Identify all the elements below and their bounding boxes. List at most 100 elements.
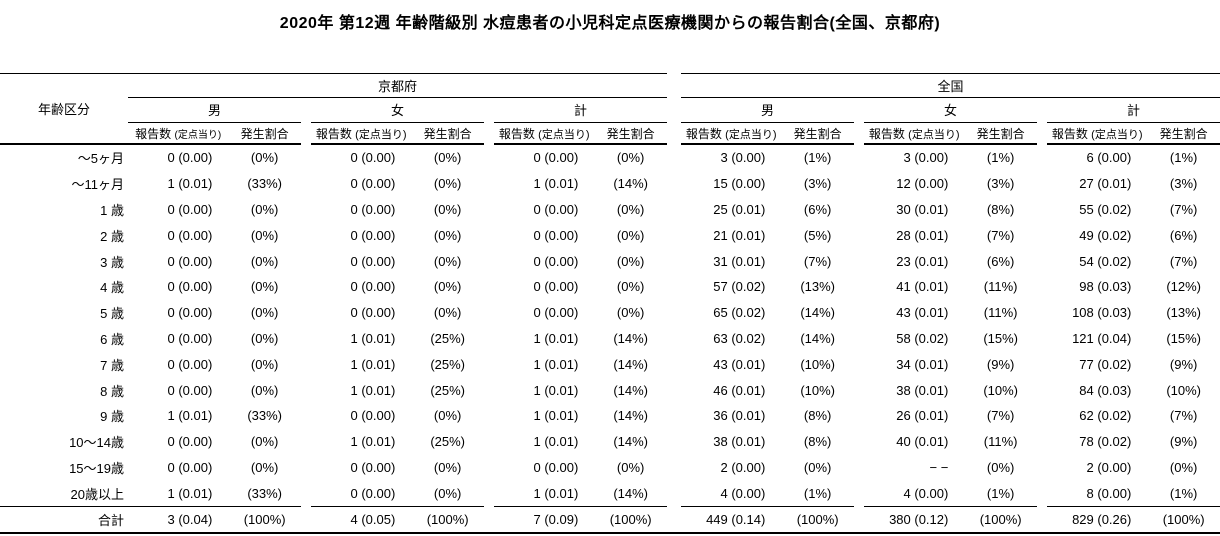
- group-cell: 43 (0.01) (11%): [864, 300, 1037, 326]
- age-label: 4 歳: [100, 280, 124, 296]
- count-value: 3 (0.00): [903, 150, 949, 166]
- group-cell: 0 (0.00) (0%): [311, 222, 484, 248]
- ratio-value: (0%): [433, 150, 462, 166]
- ratio-value: (9%): [1169, 356, 1198, 372]
- group-cell: 63 (0.02) (14%): [681, 326, 854, 352]
- group-cell: 0 (0.00) (0%): [311, 300, 484, 326]
- ratio-value: (14%): [613, 330, 648, 346]
- ratio-value: (100%): [1162, 512, 1205, 528]
- group-cell: 4 (0.00) (1%): [864, 480, 1037, 506]
- group-cell: 108 (0.03) (13%): [1047, 300, 1220, 326]
- ratio-value: (7%): [1169, 253, 1198, 269]
- column-labels: 報告数 (定点当り) 発生割合: [1047, 123, 1220, 143]
- group-header-national-total: 計 報告数 (定点当り) 発生割合: [1047, 98, 1220, 145]
- group-header-national-male: 男 報告数 (定点当り) 発生割合: [681, 98, 854, 145]
- group-cell: 43 (0.01) (10%): [681, 351, 854, 377]
- ratio-value: (6%): [1169, 227, 1198, 243]
- count-value: 1 (0.01): [167, 408, 213, 424]
- group-cell: 1 (0.01) (33%): [128, 480, 301, 506]
- group-cell: 0 (0.00) (0%): [128, 274, 301, 300]
- count-value: 49 (0.02): [1079, 227, 1132, 243]
- count-value: 0 (0.00): [533, 150, 579, 166]
- group-cell: 1 (0.01) (25%): [311, 429, 484, 455]
- group-cell: 38 (0.01) (8%): [681, 429, 854, 455]
- group-cell: 0 (0.00) (0%): [128, 429, 301, 455]
- group-cell: 0 (0.00) (0%): [128, 455, 301, 481]
- ratio-column-header: 発生割合: [423, 126, 472, 141]
- ratio-value: (0%): [250, 434, 279, 450]
- ratio-value: (0%): [433, 305, 462, 321]
- group-cell: 49 (0.02) (6%): [1047, 222, 1220, 248]
- count-value: 829 (0.26): [1072, 512, 1132, 528]
- table-header: 年齢区分 京都府 男 報告数 (定点当り) 発生割合 女 報告数 (定点当: [0, 73, 1220, 145]
- group-cell: 0 (0.00) (0%): [311, 455, 484, 481]
- ratio-value: (0%): [250, 356, 279, 372]
- count-label: 報告数: [868, 126, 905, 141]
- ratio-value: (14%): [800, 330, 835, 346]
- table-row: 20歳以上 1 (0.01) (33%) 0 (0.00) (0%) 1 (0.01) (1…: [0, 480, 1220, 506]
- ratio-value: (5%): [803, 227, 832, 243]
- count-value: 65 (0.02): [713, 305, 766, 321]
- count-value: 0 (0.00): [533, 279, 579, 295]
- group-cell: 2 (0.00) (0%): [681, 455, 854, 481]
- group-cell: 40 (0.01) (11%): [864, 429, 1037, 455]
- age-label: 15～19歳: [69, 460, 124, 476]
- ratio-value: (11%): [983, 305, 1018, 321]
- count-value: 12 (0.00): [896, 176, 949, 192]
- ratio-value: (0%): [803, 459, 832, 475]
- group-cell: 0 (0.00) (0%): [128, 222, 301, 248]
- ratio-value: (100%): [609, 512, 652, 528]
- ratio-value: (0%): [250, 382, 279, 398]
- page-title: 2020年 第12週 年齢階級別 水痘患者の小児科定点医療機関からの報告割合(全…: [279, 15, 941, 32]
- count-value: 3 (0.00): [720, 150, 766, 166]
- count-paren: (定点当り): [174, 129, 222, 141]
- group-cell: 54 (0.02) (7%): [1047, 248, 1220, 274]
- count-value: 43 (0.01): [896, 305, 949, 321]
- group-cell: 0 (0.00) (0%): [311, 197, 484, 223]
- group-label-female: 女: [864, 98, 1037, 123]
- age-label: 3 歳: [100, 254, 124, 270]
- group-cell: 0 (0.00) (0%): [494, 455, 667, 481]
- group-cell: 31 (0.01) (7%): [681, 248, 854, 274]
- count-value: 31 (0.01): [713, 253, 766, 269]
- count-column-header: 報告数 (定点当り): [311, 125, 411, 142]
- count-value: 0 (0.00): [533, 459, 579, 475]
- table-row: 4 歳 0 (0.00) (0%) 0 (0.00) (0%) 0 (0.00) (0%) 5…: [0, 274, 1220, 300]
- age-label: 5 歳: [100, 306, 124, 322]
- group-cell: 1 (0.01) (14%): [494, 480, 667, 506]
- ratio-value: (6%): [986, 253, 1015, 269]
- group-label-female: 女: [311, 98, 484, 123]
- age-label: 9 歳: [100, 409, 124, 425]
- section-kyoto: 京都府 男 報告数 (定点当り) 発生割合 女 報告数 (定点当り) 発生割合: [128, 73, 667, 145]
- count-value: 0 (0.00): [167, 201, 213, 217]
- group-cell: 78 (0.02) (9%): [1047, 429, 1220, 455]
- ratio-value: (0%): [1169, 459, 1198, 475]
- group-cell: 7 (0.09) (100%): [494, 506, 667, 532]
- count-value: 27 (0.01): [1079, 176, 1132, 192]
- ratio-value: (1%): [1169, 485, 1198, 501]
- ratio-value: (1%): [803, 150, 832, 166]
- ratio-value: (0%): [250, 227, 279, 243]
- group-cell: 0 (0.00) (0%): [128, 197, 301, 223]
- table-row: 1 歳 0 (0.00) (0%) 0 (0.00) (0%) 0 (0.00) (0%) 2…: [0, 197, 1220, 223]
- group-cell: 0 (0.00) (0%): [311, 274, 484, 300]
- group-cell: 1 (0.01) (14%): [494, 403, 667, 429]
- ratio-value: (14%): [613, 485, 648, 501]
- count-value: 0 (0.00): [533, 305, 579, 321]
- count-value: 0 (0.00): [533, 253, 579, 269]
- group-cell: 58 (0.02) (15%): [864, 326, 1037, 352]
- group-cell: 65 (0.02) (14%): [681, 300, 854, 326]
- report-table: 年齢区分 京都府 男 報告数 (定点当り) 発生割合 女 報告数 (定点当: [0, 73, 1220, 535]
- ratio-column-header: 発生割合: [976, 126, 1025, 141]
- ratio-value: (9%): [986, 356, 1015, 372]
- age-label: 8 歳: [100, 383, 124, 399]
- ratio-value: (25%): [430, 382, 465, 398]
- ratio-value: (11%): [983, 279, 1018, 295]
- group-cell: 4 (0.05) (100%): [311, 506, 484, 532]
- ratio-value: (0%): [616, 227, 645, 243]
- count-value: 0 (0.00): [533, 227, 579, 243]
- group-cell: 77 (0.02) (9%): [1047, 351, 1220, 377]
- ratio-value: (3%): [986, 176, 1015, 192]
- count-value: 3 (0.04): [167, 512, 213, 528]
- table-body: ～5ヶ月 0 (0.00) (0%) 0 (0.00) (0%) 0 (0.00) (0%)…: [0, 145, 1220, 535]
